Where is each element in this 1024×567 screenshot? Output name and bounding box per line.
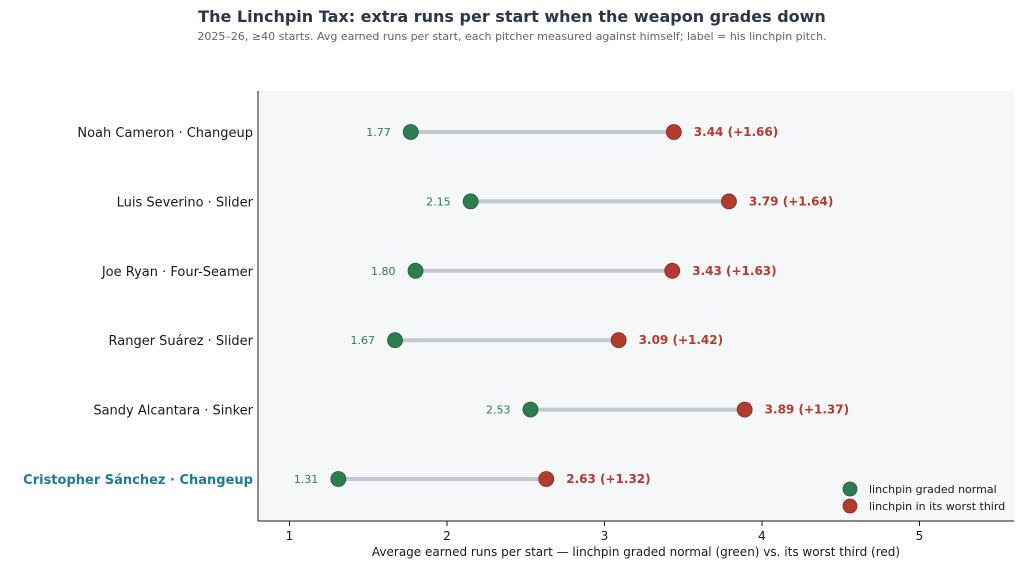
legend-marker-normal: [842, 481, 858, 497]
worst-third-value-label: 3.89 (+1.37): [765, 403, 849, 417]
worst-third-value-label: 2.63 (+1.32): [566, 472, 650, 486]
worst-third-point: [736, 401, 753, 418]
normal-point: [407, 262, 424, 279]
worst-third-point: [721, 193, 737, 210]
legend: linchpin graded normal linchpin in its w…: [842, 481, 1005, 514]
normal-point: [462, 193, 479, 210]
worst-third-value-label: 3.44 (+1.66): [694, 125, 778, 139]
plot-area: [258, 91, 1014, 521]
normal-point: [402, 124, 419, 140]
normal-point: [387, 332, 403, 349]
worst-third-point: [610, 332, 627, 349]
row-label: Joe Ryan · Four-Seamer: [101, 265, 254, 280]
normal-point: [330, 471, 347, 487]
row-label: Cristopher Sánchez · Changeup: [23, 473, 253, 488]
legend-label-worst: linchpin in its worst third: [869, 500, 1005, 513]
row-label: Noah Cameron · Changeup: [77, 126, 253, 141]
row-label: Ranger Suárez · Slider: [109, 334, 254, 349]
row-label: Sandy Alcantara · Sinker: [93, 404, 253, 419]
worst-third-value-label: 3.79 (+1.64): [749, 194, 833, 208]
x-axis-ticks: 1 2 3 4 5: [286, 521, 924, 543]
x-tick-label: 1: [286, 529, 294, 543]
x-axis-label: Average earned runs per start — linchpin…: [372, 545, 900, 559]
dumbbell-rows: Noah Cameron · Changeup 1.77 3.44 (+1.66) L…: [23, 124, 849, 488]
worst-third-value-label: 3.09 (+1.42): [639, 333, 723, 347]
x-tick-label: 5: [916, 529, 924, 543]
x-tick-label: 2: [443, 529, 451, 543]
normal-value-label: 2.15: [426, 195, 451, 208]
normal-value-label: 1.77: [366, 126, 391, 139]
normal-value-label: 1.31: [294, 473, 319, 486]
x-tick-label: 4: [758, 529, 766, 543]
normal-value-label: 1.80: [371, 265, 396, 278]
normal-point: [522, 401, 539, 418]
chart-subtitle: 2025–26, ≥40 starts. Avg earned runs per…: [197, 30, 826, 43]
row-label: Luis Severino · Slider: [117, 195, 254, 210]
legend-label-normal: linchpin graded normal: [869, 483, 997, 496]
worst-third-point: [664, 262, 681, 279]
legend-marker-worst: [842, 498, 858, 514]
worst-third-point: [538, 471, 555, 487]
normal-value-label: 1.67: [351, 334, 376, 347]
worst-third-value-label: 3.43 (+1.63): [692, 264, 776, 278]
x-tick-label: 3: [601, 529, 609, 543]
chart-title: The Linchpin Tax: extra runs per start w…: [198, 7, 826, 26]
normal-value-label: 2.53: [486, 404, 511, 417]
worst-third-point: [665, 124, 682, 140]
